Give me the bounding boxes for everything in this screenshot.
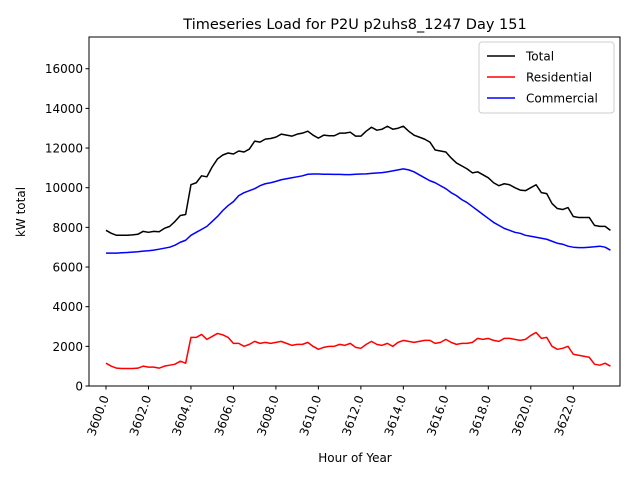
- y-tick-label: 8000: [52, 221, 83, 235]
- y-tick-label: 14000: [45, 102, 83, 116]
- x-axis-label: Hour of Year: [318, 451, 392, 465]
- y-tick-label: 2000: [52, 340, 83, 354]
- chart-title: Timeseries Load for P2U p2uhs8_1247 Day …: [182, 17, 526, 33]
- y-tick-label: 12000: [45, 142, 83, 156]
- y-tick-label: 16000: [45, 62, 83, 76]
- legend-box: [478, 41, 615, 114]
- series-line-commercial: [105, 168, 611, 254]
- y-tick-label: 4000: [52, 300, 83, 314]
- y-tick-label: 6000: [52, 261, 83, 275]
- series-layer: [105, 125, 611, 370]
- legend-label: Commercial: [526, 92, 598, 106]
- series-line-total: [105, 125, 611, 237]
- y-tick-label: 10000: [45, 181, 83, 195]
- legend: Total Residential Commercial: [478, 41, 615, 114]
- y-axis-label: kW total: [14, 187, 28, 237]
- y-axis-ticks: 0 2000 4000 6000 8000 10000 12000 14000 16000: [45, 62, 89, 394]
- axes-frame: [88, 36, 621, 387]
- legend-label: Residential: [526, 71, 592, 85]
- y-tick-label: 0: [75, 380, 83, 394]
- legend-label: Total: [525, 50, 554, 64]
- series-line-residential: [105, 331, 611, 370]
